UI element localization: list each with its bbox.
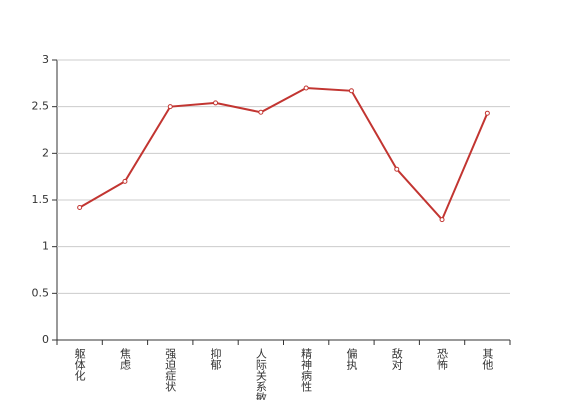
x-tick-label: 抑郁 bbox=[209, 347, 222, 370]
point bbox=[77, 204, 83, 210]
point bbox=[122, 178, 128, 184]
y-tick-label: 2.5 bbox=[32, 100, 50, 113]
point bbox=[303, 85, 309, 91]
series-line bbox=[79, 86, 489, 222]
y-tick-label: 0.5 bbox=[32, 286, 50, 299]
point bbox=[258, 109, 264, 115]
point bbox=[348, 88, 354, 94]
x-tick-label: 敌对 bbox=[390, 347, 403, 370]
y-tick-label: 0 bbox=[42, 333, 49, 346]
x-tick-label: 人际关系敏感 bbox=[254, 348, 267, 400]
y-tick-label: 1.5 bbox=[32, 193, 50, 206]
x-tick-label: 躯体化 bbox=[73, 348, 86, 382]
point bbox=[484, 110, 490, 116]
x-tick-label: 偏执 bbox=[345, 347, 358, 371]
point bbox=[167, 104, 173, 110]
y-tick-label: 2 bbox=[42, 146, 49, 159]
x-tick-label: 恐怖 bbox=[436, 348, 449, 370]
point bbox=[213, 100, 219, 106]
point bbox=[394, 166, 400, 172]
x-tick-label: 精神病性 bbox=[300, 348, 313, 393]
x-tick-label: 强迫症状 bbox=[164, 348, 177, 392]
point bbox=[439, 217, 445, 223]
x-tick-label: 焦虑 bbox=[118, 348, 131, 370]
y-tick-label: 3 bbox=[42, 53, 49, 66]
y-tick-label: 1 bbox=[42, 240, 49, 253]
x-tick-label: 其他 bbox=[481, 348, 494, 370]
